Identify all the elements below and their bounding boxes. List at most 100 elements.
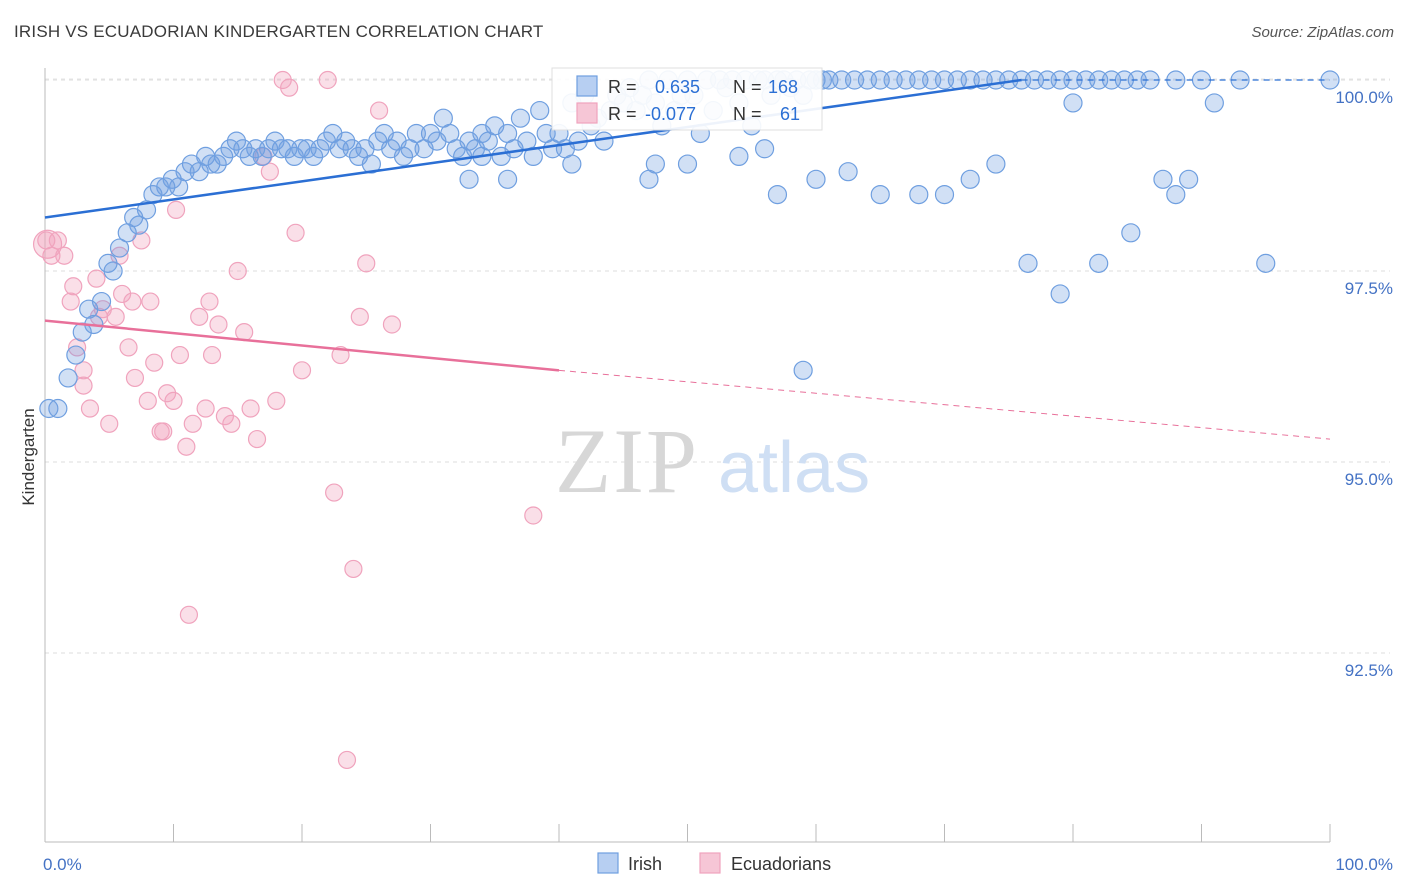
ecuadorians-point [241,399,260,418]
irish-point [207,154,227,174]
irish-point [252,146,272,166]
irish-point [310,139,330,159]
ecuadorians-point [273,70,292,90]
irish-point [986,154,1006,174]
bottom-legend-irish-label: Irish [628,854,662,874]
irish-point [909,185,929,205]
irish-point [48,398,68,419]
legend-ecuadorians-r-label: R = [608,104,637,124]
irish-point [109,238,130,258]
ecuadorians-point [235,323,254,342]
irish-point [103,261,123,281]
ecuadorians-point [145,353,164,372]
bottom-legend-ecuadorians-label: Ecuadorians [731,854,831,874]
ecuadorians-point [125,368,145,388]
irish-point [336,131,356,151]
irish-point [530,100,550,121]
ecuadorians-point [286,223,305,242]
ecuadorians-point [318,70,337,90]
irish-point [1179,169,1199,189]
ecuadorians-point [170,345,190,365]
ecuadorians-point [260,162,279,181]
irish-point [838,162,858,182]
ecuadorians-point [382,315,402,334]
legend-ecuadorians-n-value: 61 [780,104,800,124]
ecuadorians-point [64,277,83,296]
ecuadorians-point [344,559,363,579]
trend-lines [44,78,1331,440]
ecuadorians-point [112,284,132,304]
ecuadorians-point [164,391,183,410]
irish-point [1256,253,1276,273]
irish-point [562,154,582,174]
irish-point [361,154,381,174]
ecuadorians-point [267,391,286,410]
bottom-legend-irish-swatch [597,852,619,874]
legend-ecuadorians-r-value: -0.077 [645,104,696,124]
irish-point [1063,93,1083,113]
irish-point [1166,185,1186,205]
ecuadorians-point [166,200,186,219]
irish-point [1089,253,1109,273]
top-legend: R = 0.635 N = 168 R = -0.077 N = 61 [551,67,823,131]
ecuadorians-point [292,361,312,380]
ecuadorians-point [87,269,106,288]
irish-point [1018,253,1038,273]
irish-point [960,169,980,189]
irish-point [420,123,441,144]
ecuadorians-point [524,506,543,525]
tick-labels: 100.0% 97.5% 95.0% 92.5% 0.0% 100.0% [43,88,1393,874]
ecuadorians-point [228,261,247,281]
irish-point [303,146,324,166]
ecuadorians-point [138,391,157,410]
ecuadorians-point [196,399,215,418]
ecuadorians-point [280,78,299,97]
irish-point [393,146,414,166]
legend-ecuadorians-swatch [576,102,598,124]
irish-point [523,146,543,166]
irish-point [793,360,813,380]
legend-ecuadorians-n-label: N = [733,104,762,124]
ecuadorians-point [222,414,241,433]
chart-title: IRISH VS ECUADORIAN KINDERGARTEN CORRELA… [14,22,544,41]
irish-trend-line [44,78,1022,219]
ecuadorians-point [177,437,196,456]
y-axis-title: Kindergarten [19,408,38,505]
irish-point [406,123,426,144]
irish-point [1153,169,1173,189]
ecuadorians-point [337,750,357,770]
irish-point [58,368,78,388]
irish-point [510,108,531,128]
ecuadorians-point [141,292,160,311]
ecuadorians-point [61,292,80,311]
irish-point [870,185,890,205]
legend-irish-n-label: N = [733,77,762,97]
ecuadorians-point [80,399,100,418]
y-tick-label: 97.5% [1345,279,1393,298]
ecuadorians-point [247,429,267,449]
ecuadorians-point [190,307,209,326]
ecuadorians-point [179,605,199,624]
bottom-legend-ecuadorians-swatch [699,852,721,874]
irish-point [645,154,665,174]
y-tick-label: 100.0% [1335,88,1393,107]
irish-point [91,291,112,312]
ecuadorians-point [74,361,93,380]
ecuadorians-point [119,338,138,357]
ecuadorians-point [200,292,219,311]
ecuadorians-points [32,70,543,770]
irish-point [1121,223,1141,243]
ecuadorians-point [350,307,369,326]
ecuadorians-point [154,422,173,441]
ecuadorians-point-large [32,229,63,259]
ecuadorians-point [370,101,389,120]
irish-point [806,169,826,189]
irish-point [1050,284,1070,304]
irish-point [934,185,955,205]
irish-point [459,169,479,189]
ecuadorians-point [100,414,119,433]
ecuadorians-point [123,292,142,311]
irish-point [66,345,86,365]
irish-point [729,146,749,166]
